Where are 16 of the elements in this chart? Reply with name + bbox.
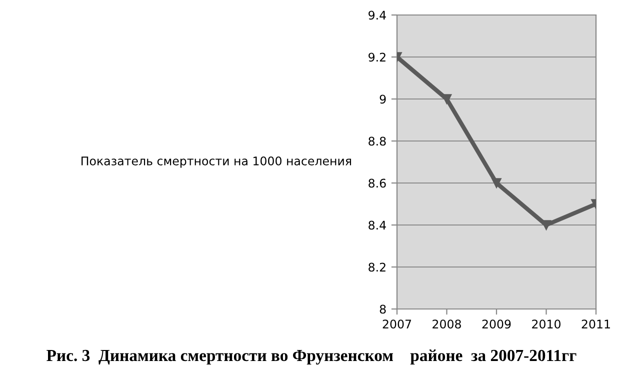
y-tick-label: 8 <box>380 304 386 314</box>
y-tick-label: 8.4 <box>368 220 386 230</box>
x-tick-label: 2008 <box>432 320 461 329</box>
x-tick-label: 2010 <box>532 320 560 329</box>
y-tick-label: 8.6 <box>368 178 386 188</box>
y-tick-label: 9.4 <box>368 10 386 20</box>
x-tick-label: 2009 <box>482 320 511 329</box>
x-tick-label: 2011 <box>582 320 610 329</box>
x-tick-label: 2007 <box>382 320 412 329</box>
y-tick-label: 8.2 <box>368 262 386 272</box>
y-axis-title: Показатель смертности на 1000 населения <box>82 156 352 168</box>
point <box>492 178 502 188</box>
y-tick-label: 9 <box>380 94 386 104</box>
text: Рис. 3 Динамика смертности во Фрунзенском районе за 2007-2011гг <box>46 349 576 365</box>
y-tick-label: 9.2 <box>368 52 386 62</box>
y-tick-label: 8.8 <box>368 136 386 146</box>
